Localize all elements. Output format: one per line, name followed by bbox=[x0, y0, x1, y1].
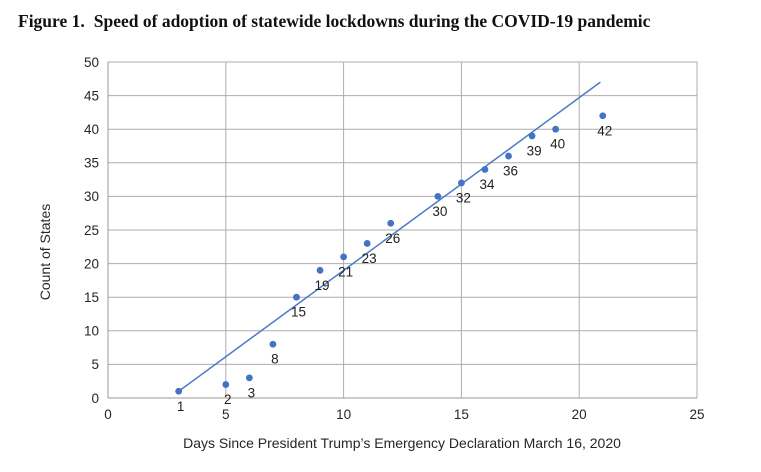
data-point bbox=[363, 240, 371, 247]
x-tick-label: 20 bbox=[572, 407, 587, 422]
point-label: 2 bbox=[224, 392, 232, 407]
figure-label: Figure 1. bbox=[18, 11, 85, 31]
point-label: 42 bbox=[597, 123, 612, 138]
point-label: 19 bbox=[315, 278, 330, 293]
y-tick-label: 40 bbox=[84, 122, 99, 137]
y-tick-label: 5 bbox=[91, 357, 99, 372]
data-point bbox=[293, 293, 300, 301]
data-point bbox=[552, 125, 560, 133]
point-label: 40 bbox=[550, 137, 565, 152]
data-point bbox=[387, 219, 395, 227]
x-tick-labels: 0 5 10 15 20 25 bbox=[104, 407, 704, 422]
x-tick-label: 15 bbox=[454, 407, 469, 422]
point-label: 36 bbox=[503, 164, 518, 179]
y-axis-title: Count of States bbox=[37, 204, 53, 301]
y-tick-label: 20 bbox=[84, 256, 99, 271]
data-point bbox=[269, 340, 277, 348]
point-label: 15 bbox=[291, 305, 306, 320]
x-tick-label: 5 bbox=[222, 407, 230, 422]
y-tick-label: 50 bbox=[84, 55, 99, 70]
data-point bbox=[340, 253, 347, 261]
data-points bbox=[175, 112, 607, 395]
y-tick-label: 30 bbox=[84, 189, 99, 204]
x-tick-label: 25 bbox=[689, 407, 704, 422]
point-label: 3 bbox=[248, 385, 256, 400]
data-point bbox=[458, 179, 465, 187]
data-point bbox=[175, 387, 183, 395]
point-label: 8 bbox=[271, 352, 279, 367]
x-tick-label: 10 bbox=[336, 407, 351, 422]
point-label: 30 bbox=[432, 204, 447, 219]
data-point bbox=[434, 193, 442, 200]
point-label: 34 bbox=[479, 177, 495, 192]
point-label: 1 bbox=[177, 399, 185, 414]
point-label: 39 bbox=[527, 143, 542, 158]
point-label: 23 bbox=[362, 251, 377, 266]
data-point bbox=[245, 374, 253, 382]
y-tick-label: 10 bbox=[84, 324, 99, 339]
x-tick-label: 0 bbox=[104, 407, 112, 422]
y-tick-label: 0 bbox=[91, 391, 99, 406]
data-point bbox=[599, 112, 607, 120]
point-label: 21 bbox=[338, 264, 353, 279]
y-tick-label: 25 bbox=[84, 223, 99, 238]
figure-caption: Figure 1. Speed of adoption of statewide … bbox=[18, 11, 650, 32]
y-tick-label: 45 bbox=[84, 88, 99, 103]
gridlines bbox=[107, 61, 698, 399]
data-point bbox=[222, 381, 230, 388]
y-tick-label: 35 bbox=[84, 156, 99, 171]
y-tick-labels: 0 5 10 15 20 25 30 35 40 45 50 bbox=[84, 55, 99, 406]
y-tick-label: 15 bbox=[84, 290, 99, 305]
data-point bbox=[316, 266, 324, 274]
data-point bbox=[481, 166, 489, 173]
figure-heading: Speed of adoption of statewide lockdowns… bbox=[93, 11, 651, 31]
data-point bbox=[528, 132, 536, 140]
x-axis-title: Days Since President Trump’s Emergency D… bbox=[183, 435, 621, 451]
point-label: 32 bbox=[456, 190, 471, 205]
point-label: 26 bbox=[385, 231, 400, 246]
data-point bbox=[505, 152, 512, 160]
